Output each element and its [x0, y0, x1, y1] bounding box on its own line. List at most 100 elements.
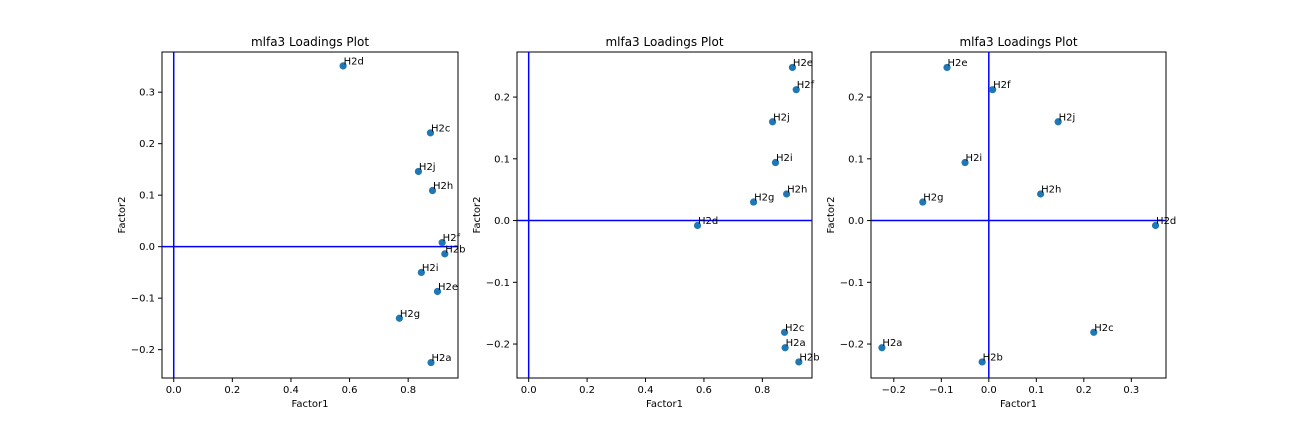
point-label-h2h: H2h [1041, 185, 1061, 196]
point-label-h2f: H2f [797, 80, 815, 91]
data-point-h2b [795, 358, 803, 366]
y-tick-label: 0.0 [494, 216, 510, 227]
x-tick-label: −0.1 [929, 385, 953, 396]
x-tick-label: 0.1 [1028, 385, 1044, 396]
y-tick-label: 0.3 [139, 88, 155, 99]
loadings-plot-2: 0.0 0.2 0.4 0.6 0.8 −0.2 −0.1 0.0 0.1 0.2 H2e H2f H2… [472, 35, 820, 410]
point-label-h2d: H2d [1156, 216, 1176, 227]
point-label-h2g: H2g [754, 193, 774, 204]
point-label-h2d: H2d [698, 216, 718, 227]
y-tick-label: 0.2 [139, 139, 155, 150]
point-label-h2i: H2i [422, 263, 439, 274]
data-point-h2h [1036, 190, 1045, 198]
point-label-h2j: H2j [773, 112, 790, 123]
x-axis-label: Factor1 [292, 399, 329, 410]
data-point-h2c [780, 328, 789, 336]
data-point-h2e [788, 63, 797, 72]
data-point-h2f [792, 86, 800, 94]
y-tick-label: 0.2 [848, 93, 864, 104]
y-tick-label: 0.0 [139, 242, 155, 253]
x-tick-label: 0.2 [579, 385, 595, 396]
data-point-h2j [768, 118, 777, 126]
x-axis-label: Factor1 [1000, 399, 1037, 410]
data-point-h2c [1090, 328, 1098, 336]
data-point-h2e [433, 287, 442, 296]
chart-title: mlfa3 Loadings Plot [251, 35, 369, 49]
point-label-h2e: H2e [948, 58, 968, 69]
data-point-h2i [771, 158, 780, 167]
data-point-h2g [395, 314, 403, 322]
y-tick-label: −0.2 [486, 340, 510, 351]
point-label-h2b: H2b [983, 352, 1003, 363]
point-label-h2a: H2a [786, 338, 806, 349]
point-label-h2j: H2j [419, 162, 436, 173]
point-label-h2i: H2i [776, 153, 793, 164]
x-tick-label: 0.8 [400, 385, 416, 396]
point-label-h2a: H2a [882, 338, 902, 349]
x-tick-label: 0.8 [754, 385, 770, 396]
data-point-h2a [427, 358, 435, 367]
y-axis-label: Factor2 [117, 197, 128, 234]
point-label-h2b: H2b [445, 244, 465, 255]
y-tick-label: −0.1 [486, 278, 510, 289]
data-point-h2e [943, 63, 951, 72]
point-label-h2a: H2a [432, 353, 452, 364]
point-label-h2g: H2g [400, 309, 420, 320]
data-point-h2h [428, 186, 437, 195]
point-label-h2i: H2i [966, 153, 983, 164]
x-tick-label: 0.0 [166, 385, 182, 396]
y-tick-label: −0.1 [131, 294, 155, 305]
y-tick-label: 0.1 [139, 191, 155, 202]
y-tick-label: 0.1 [494, 154, 510, 165]
data-point-h2h [782, 190, 791, 198]
x-tick-label: 0.3 [1123, 385, 1139, 396]
chart-title: mlfa3 Loadings Plot [605, 35, 723, 49]
data-point-h2j [1054, 118, 1062, 126]
point-label-h2g: H2g [923, 193, 943, 204]
y-tick-label: 0.1 [848, 154, 864, 165]
data-point-h2d [339, 62, 347, 70]
x-tick-label: 0.6 [342, 385, 358, 396]
data-point-h2f [989, 86, 997, 94]
x-tick-label: 0.6 [696, 385, 712, 396]
data-point-h2g [919, 198, 927, 206]
loadings-plot-1: 0.0 0.2 0.4 0.6 0.8 −0.2 −0.1 0.0 0.1 0.2 0.3 H2d H2… [117, 35, 466, 410]
x-axis-label: Factor1 [646, 399, 683, 410]
y-tick-label: 0.0 [848, 216, 864, 227]
point-label-h2e: H2e [793, 58, 813, 69]
data-point-h2a [878, 344, 886, 352]
data-point-h2f [438, 238, 446, 247]
x-tick-label: −0.2 [882, 385, 906, 396]
x-tick-label: 0.2 [224, 385, 240, 396]
point-label-h2c: H2c [1094, 323, 1113, 334]
point-label-h2h: H2h [433, 181, 453, 192]
data-point-h2j [414, 167, 423, 176]
point-label-h2f: H2f [443, 233, 461, 244]
data-point-h2i [417, 268, 425, 277]
x-tick-label: 0.0 [521, 385, 537, 396]
x-tick-label: 0.2 [1076, 385, 1092, 396]
y-tick-label: −0.2 [131, 345, 155, 356]
point-label-h2d: H2d [344, 56, 364, 67]
y-tick-label: −0.2 [840, 340, 864, 351]
data-point-h2c [426, 129, 435, 137]
point-label-h2b: H2b [799, 352, 819, 363]
plot-frame [161, 51, 459, 379]
plot-frame [516, 51, 813, 379]
data-point-h2d [1151, 221, 1160, 230]
chart-title: mlfa3 Loadings Plot [959, 35, 1077, 49]
x-tick-label: 0.4 [638, 385, 654, 396]
x-tick-label: 0.0 [981, 385, 997, 396]
point-label-h2j: H2j [1059, 112, 1076, 123]
data-point-h2d [693, 221, 702, 230]
point-label-h2c: H2c [785, 323, 804, 334]
point-label-h2c: H2c [431, 123, 450, 134]
y-axis-label: Factor2 [826, 197, 837, 234]
y-tick-label: 0.2 [494, 93, 510, 104]
y-tick-label: −0.1 [840, 278, 864, 289]
data-point-h2g [749, 198, 758, 206]
loadings-plot-3: −0.2 −0.1 0.0 0.1 0.2 0.3 −0.2 −0.1 0.0 0.1 0.2 H2e… [826, 35, 1176, 410]
point-label-h2f: H2f [993, 80, 1011, 91]
data-point-h2b [978, 358, 986, 366]
